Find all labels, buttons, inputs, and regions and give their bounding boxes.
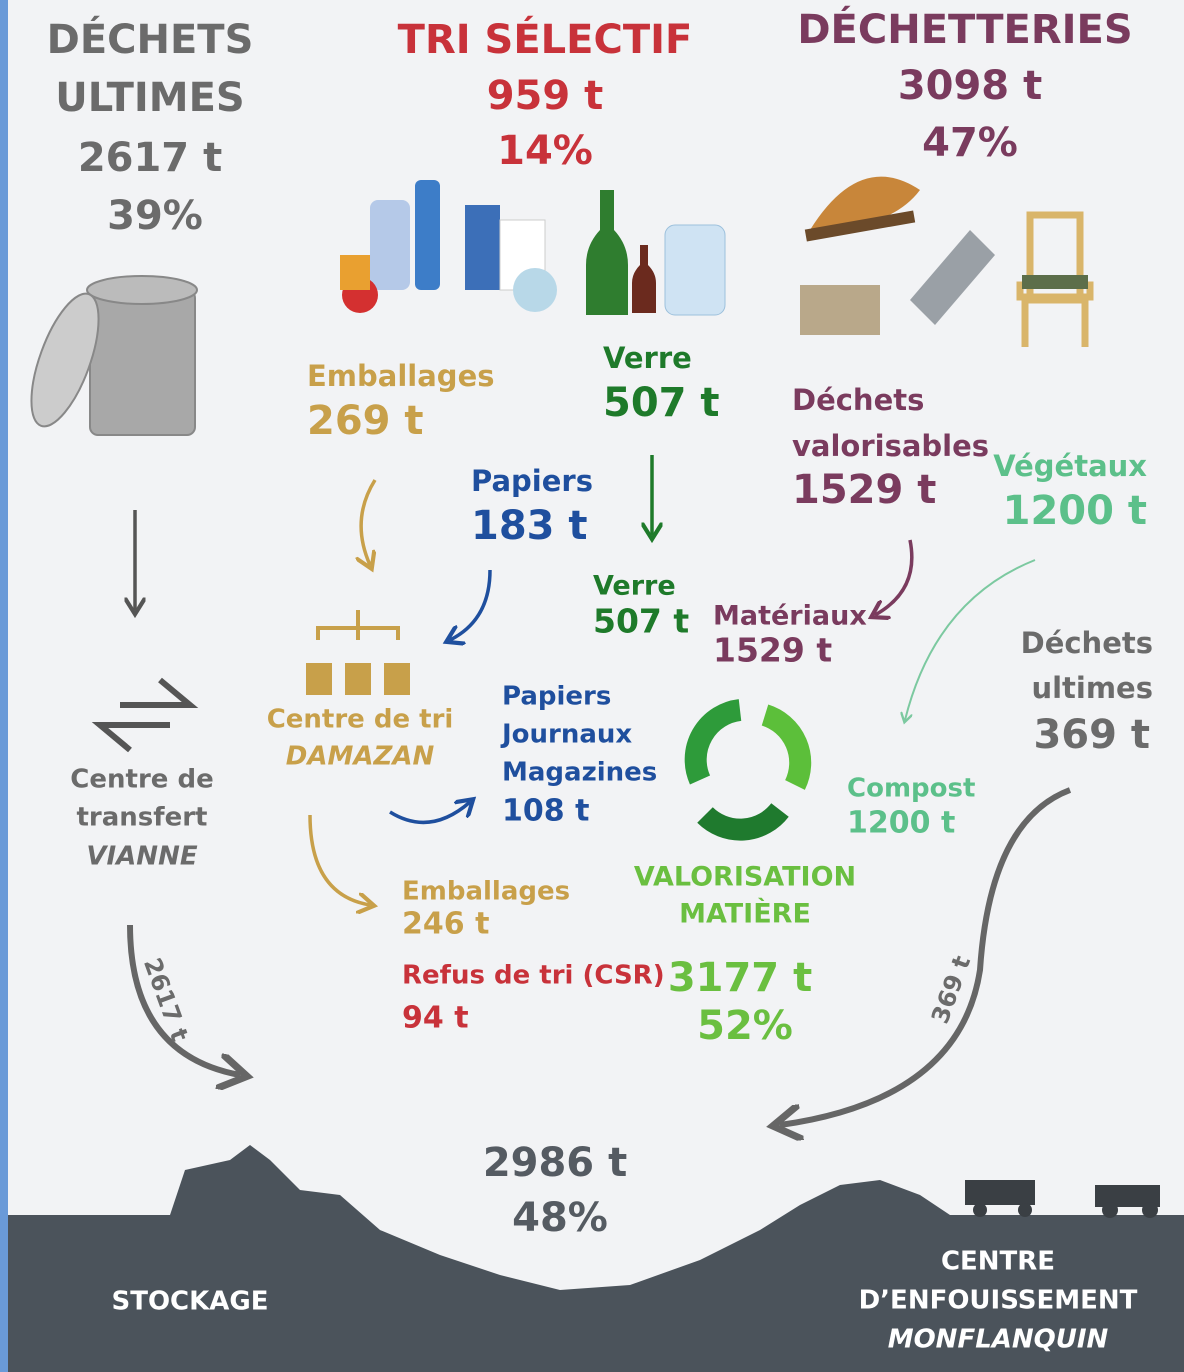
label: 1529 t — [713, 631, 832, 670]
trash-icon — [30, 275, 198, 436]
label: 48% — [512, 1195, 608, 1241]
label: Magazines — [502, 758, 657, 788]
glass-icon — [586, 190, 726, 316]
labels: DÉCHETS ULTIMES 2617 t 39% TRI SÉLECTIF 959 t… — [47, 5, 1153, 1355]
label: 3098 t — [898, 63, 1042, 109]
recycle-icon — [684, 699, 812, 841]
label: transfert — [77, 803, 208, 833]
label: 1529 t — [792, 467, 936, 513]
label: DÉCHETTERIES — [797, 5, 1132, 53]
transfer-icon — [91, 677, 199, 753]
label: 1200 t — [847, 806, 955, 841]
label: 2617 t — [78, 135, 222, 181]
label: 14% — [497, 128, 593, 174]
label: 3177 t — [668, 955, 812, 1001]
label: CENTRE — [941, 1247, 1055, 1277]
label: 94 t — [402, 1001, 469, 1036]
label: 959 t — [487, 73, 604, 119]
label: 47% — [922, 120, 1018, 166]
label: valorisables — [792, 429, 989, 463]
label: ULTIMES — [55, 75, 244, 121]
arrow — [780, 787, 1072, 1125]
arrow — [905, 559, 1036, 720]
arrow — [389, 802, 470, 825]
label: Végétaux — [993, 449, 1147, 483]
label: STOCKAGE — [111, 1287, 268, 1317]
label: Emballages — [402, 877, 570, 907]
label: 269 t — [307, 398, 424, 444]
label: Papiers — [502, 682, 611, 712]
label: Journaux — [500, 720, 632, 750]
label: D’ENFOUISSEMENT — [859, 1286, 1138, 1316]
label: 2986 t — [483, 1140, 627, 1186]
label: 108 t — [502, 794, 589, 829]
label: 246 t — [402, 907, 489, 942]
label: 39% — [107, 193, 203, 239]
packaging-icon — [340, 180, 557, 313]
label: 52% — [697, 1003, 793, 1049]
border — [0, 0, 8, 1372]
dechetterie-icon — [800, 176, 1094, 347]
label: MONFLANQUIN — [888, 1325, 1109, 1355]
arrow — [308, 814, 370, 905]
label: DÉCHETS — [47, 15, 254, 63]
label: Refus de tri (CSR) — [402, 961, 665, 991]
label: Déchets — [1021, 626, 1153, 660]
label: Matériaux — [713, 601, 867, 632]
arrow — [875, 539, 914, 615]
label: Centre de — [70, 765, 213, 795]
label: 1200 t — [1003, 488, 1147, 534]
label: 183 t — [471, 503, 588, 549]
label: ultimes — [1031, 671, 1153, 705]
label: DAMAZAN — [286, 742, 435, 772]
label: Papiers — [471, 464, 593, 498]
label: VIANNE — [86, 842, 197, 872]
label: 369 t — [1033, 712, 1150, 758]
label: Déchets — [792, 383, 924, 417]
arrow — [127, 924, 240, 1075]
label: Verre — [593, 571, 676, 602]
arrow — [361, 479, 375, 565]
label: Emballages — [307, 359, 495, 393]
label: VALORISATION — [634, 862, 856, 893]
label: Compost — [847, 774, 975, 804]
label: 507 t — [603, 380, 720, 426]
label: MATIÈRE — [679, 898, 811, 930]
ground — [8, 1145, 1184, 1372]
label: 507 t — [593, 602, 689, 641]
label: TRI SÉLECTIF — [398, 15, 693, 63]
label: Centre de tri — [267, 705, 454, 735]
arrow — [450, 569, 492, 640]
label: Verre — [603, 341, 692, 375]
tri-icon — [306, 610, 410, 695]
truck-icons — [965, 1180, 1160, 1218]
